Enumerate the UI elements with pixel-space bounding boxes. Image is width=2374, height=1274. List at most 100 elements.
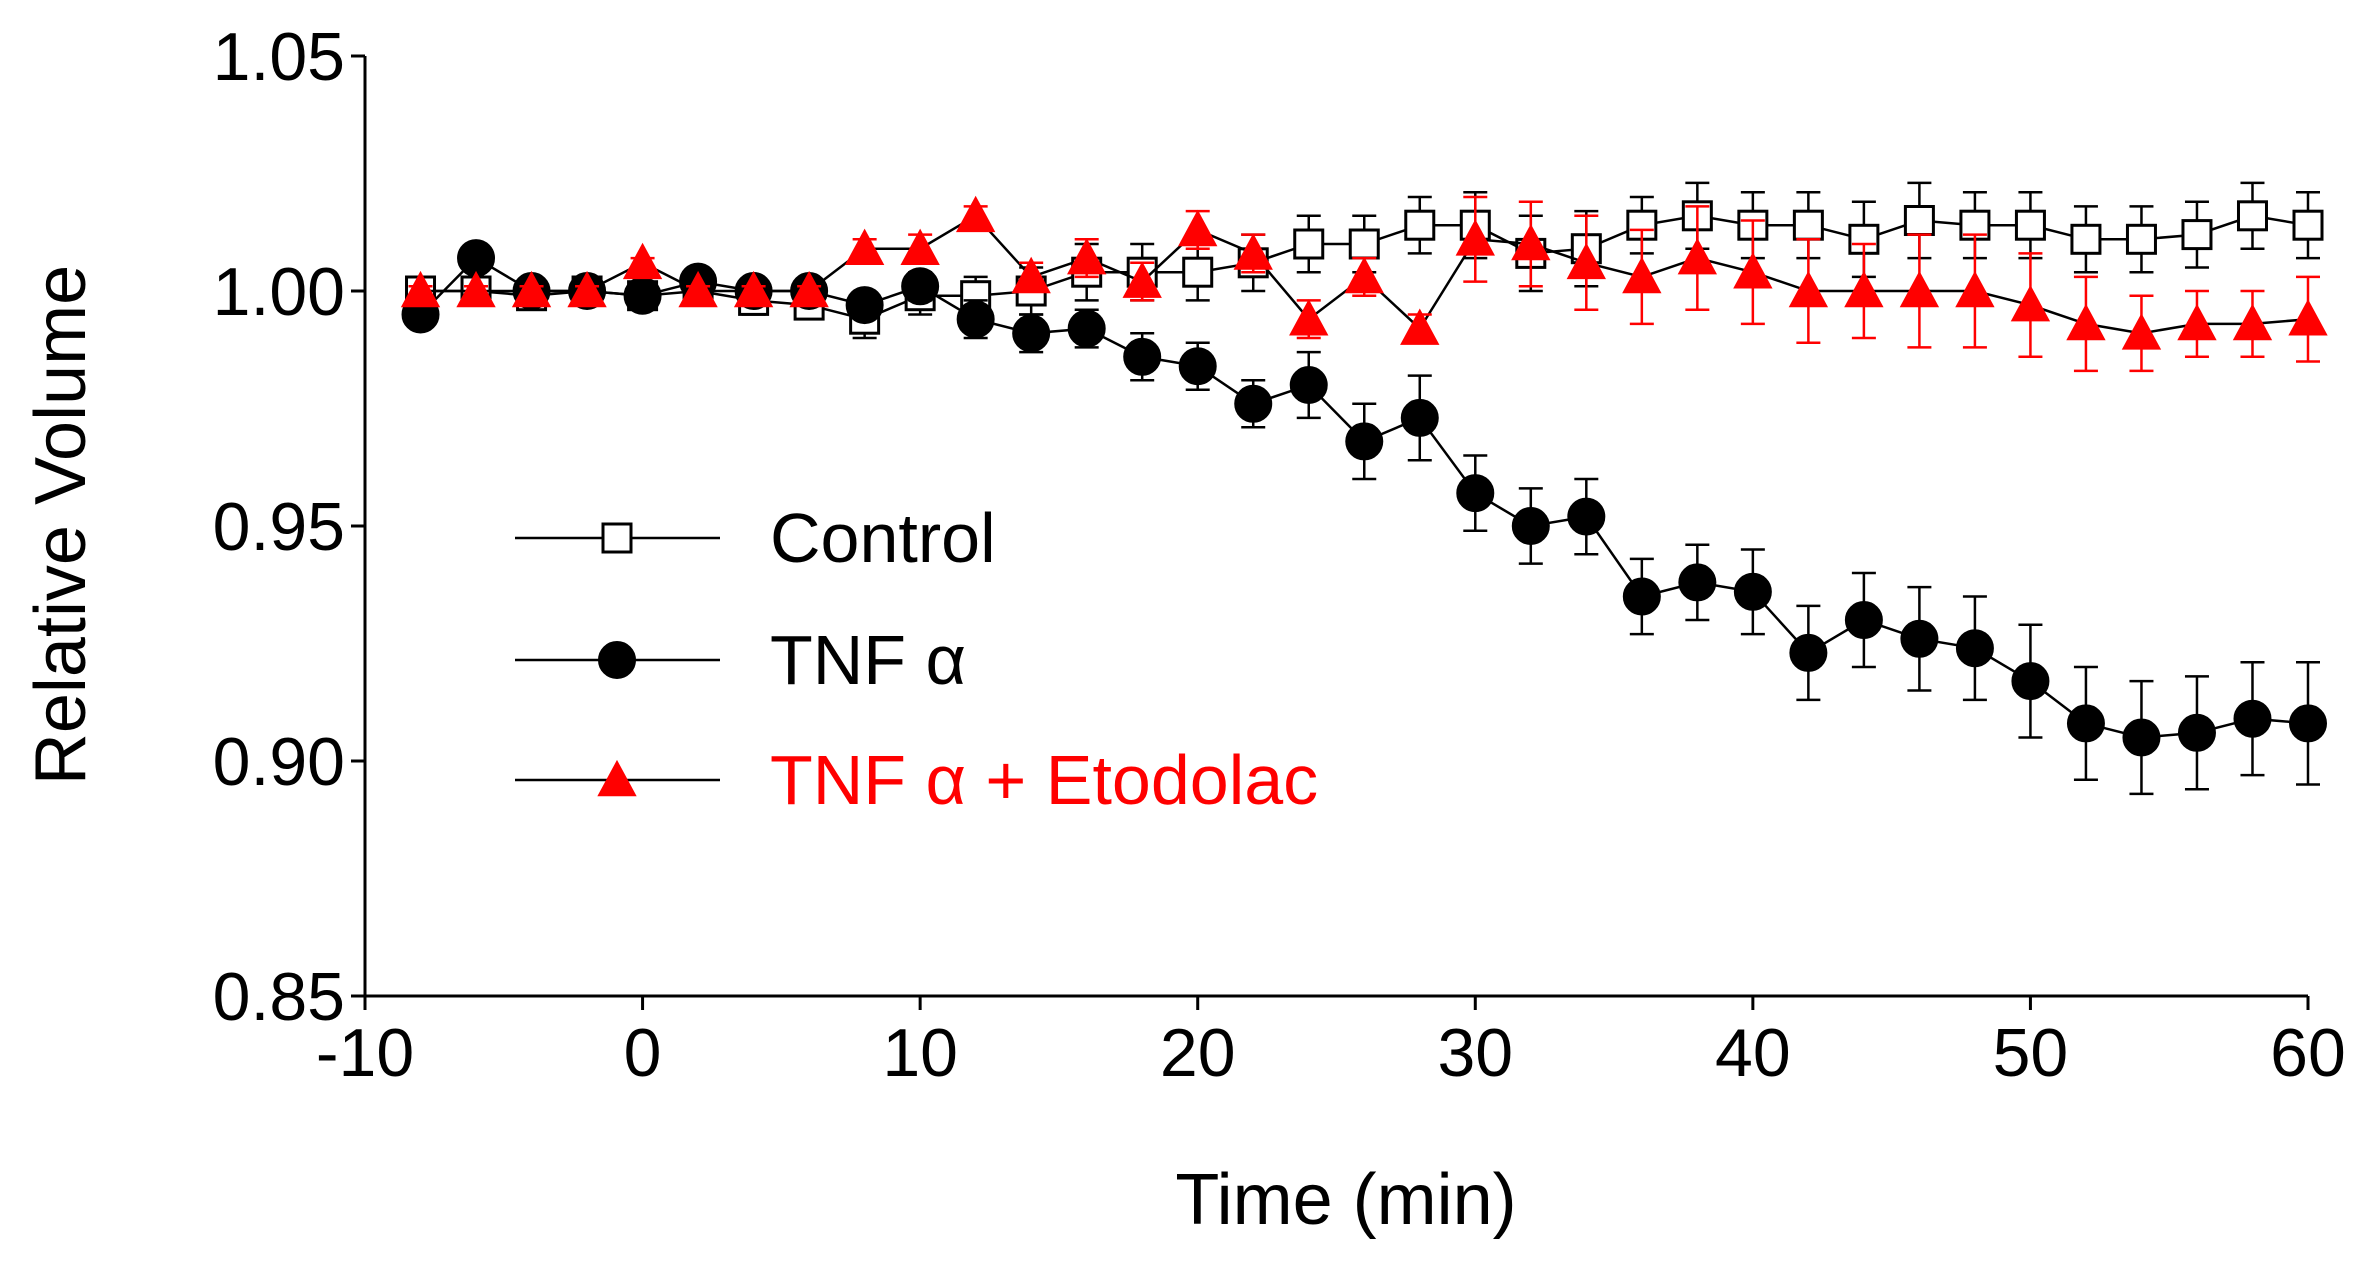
legend-label-tnf-alpha: TNF α xyxy=(770,621,966,699)
marker-tnf-alpha xyxy=(1733,572,1772,611)
marker-tnf-alpha xyxy=(1955,629,1994,668)
marker-tnf-alpha-etodolac xyxy=(789,270,829,308)
x-tick-label: 40 xyxy=(1715,1015,1791,1091)
marker-tnf-alpha-etodolac xyxy=(1289,299,1329,336)
marker-control xyxy=(2070,223,2102,255)
marker-control xyxy=(601,522,633,554)
marker-tnf-alpha-etodolac xyxy=(456,270,496,308)
marker-control xyxy=(2181,219,2213,251)
marker-tnf-alpha xyxy=(1622,577,1661,616)
marker-tnf-alpha-etodolac xyxy=(1622,256,1662,294)
marker-tnf-alpha xyxy=(1400,398,1439,437)
x-tick-label: 50 xyxy=(1993,1015,2069,1091)
marker-control xyxy=(2236,200,2268,232)
marker-control xyxy=(1182,256,1214,288)
marker-tnf-alpha xyxy=(845,286,884,325)
marker-tnf-alpha-etodolac xyxy=(622,242,663,280)
marker-tnf-alpha xyxy=(1123,337,1162,376)
marker-tnf-alpha-etodolac xyxy=(1122,261,1162,298)
marker-tnf-alpha xyxy=(1789,633,1828,672)
marker-control xyxy=(1404,209,1436,241)
marker-tnf-alpha-etodolac xyxy=(2288,299,2328,336)
marker-tnf-alpha xyxy=(2233,699,2272,738)
marker-tnf-alpha xyxy=(1234,384,1273,423)
marker-tnf-alpha-etodolac xyxy=(733,270,774,308)
marker-tnf-alpha xyxy=(1678,563,1717,602)
marker-tnf-alpha xyxy=(2122,718,2161,757)
marker-tnf-alpha-etodolac xyxy=(2066,303,2106,341)
marker-tnf-alpha-etodolac xyxy=(567,270,607,308)
marker-control xyxy=(2125,223,2157,255)
marker-tnf-alpha xyxy=(1511,507,1550,545)
marker-tnf-alpha xyxy=(901,267,940,306)
marker-tnf-alpha-etodolac xyxy=(900,228,940,265)
marker-tnf-alpha-etodolac xyxy=(844,228,885,265)
marker-tnf-alpha-etodolac xyxy=(511,270,552,308)
marker-tnf-alpha xyxy=(1844,601,1883,639)
x-tick-label: -10 xyxy=(316,1015,414,1091)
marker-tnf-alpha xyxy=(2011,662,2050,701)
marker-tnf-alpha xyxy=(1178,347,1217,386)
marker-tnf-alpha-etodolac xyxy=(1455,219,1495,256)
marker-tnf-alpha xyxy=(1012,314,1051,353)
y-tick-label: 0.90 xyxy=(213,724,345,800)
marker-tnf-alpha-etodolac xyxy=(955,195,996,233)
marker-control xyxy=(1348,228,1380,260)
marker-control xyxy=(1792,209,1824,241)
legend: Control TNF α TNF α + Etodolac xyxy=(515,499,1318,819)
series-layer xyxy=(400,181,2328,796)
marker-tnf-alpha xyxy=(1456,474,1495,513)
legend-label-tnf-alpha-etodolac: TNF α + Etodolac xyxy=(770,741,1318,819)
x-tick-label: 30 xyxy=(1437,1015,1513,1091)
y-axis-label: Relative Volume xyxy=(21,265,101,785)
marker-tnf-alpha-etodolac xyxy=(1400,308,1440,345)
y-tick-label: 1.05 xyxy=(213,19,345,95)
marker-tnf-alpha-etodolac xyxy=(1899,270,1940,308)
marker-tnf-alpha-etodolac xyxy=(1511,223,1551,261)
y-tick-label: 1.00 xyxy=(213,254,345,330)
legend-item-tnf-alpha-etodolac: TNF α + Etodolac xyxy=(515,741,1318,819)
marker-tnf-alpha xyxy=(2289,704,2327,743)
x-tick-label: 60 xyxy=(2270,1015,2346,1091)
y-tick-label: 0.95 xyxy=(213,489,345,565)
marker-tnf-alpha-etodolac xyxy=(1955,270,1995,308)
marker-tnf-alpha xyxy=(1567,497,1606,536)
x-tick-label: 0 xyxy=(624,1015,662,1091)
series-tnf-alpha xyxy=(401,239,2327,796)
marker-tnf-alpha xyxy=(457,239,496,278)
marker-tnf-alpha-etodolac xyxy=(1844,270,1884,308)
legend-item-control: Control xyxy=(515,499,996,577)
marker-tnf-alpha-etodolac xyxy=(1677,237,1718,275)
marker-tnf-alpha-etodolac xyxy=(1067,237,1107,275)
marker-tnf-alpha-etodolac xyxy=(2232,303,2273,341)
marker-tnf-alpha-etodolac xyxy=(1788,270,1829,308)
marker-tnf-alpha-etodolac xyxy=(400,270,441,308)
marker-tnf-alpha xyxy=(2066,704,2105,743)
x-axis-label: Time (min) xyxy=(1175,1160,1516,1240)
marker-tnf-alpha xyxy=(1067,309,1106,348)
marker-tnf-alpha-etodolac xyxy=(2010,284,2051,322)
marker-tnf-alpha-etodolac xyxy=(1178,209,1218,247)
series-tnf-alpha-etodolac xyxy=(400,195,2328,373)
marker-tnf-alpha-etodolac xyxy=(2121,313,2162,350)
axes: -10 0 10 20 30 40 50 60 0.85 0.90 0.95 1.00 1.05 xyxy=(213,19,2346,1091)
legend-item-tnf-alpha: TNF α xyxy=(515,621,966,699)
marker-tnf-alpha xyxy=(956,300,995,339)
x-tick-label: 20 xyxy=(1160,1015,1236,1091)
marker-tnf-alpha-etodolac xyxy=(597,759,637,797)
marker-tnf-alpha xyxy=(598,641,636,679)
marker-control xyxy=(2292,209,2324,241)
x-tick-label: 10 xyxy=(882,1015,958,1091)
marker-tnf-alpha xyxy=(1900,619,1939,658)
marker-tnf-alpha-etodolac xyxy=(1344,256,1384,294)
y-tick-label: 0.85 xyxy=(213,959,345,1035)
marker-tnf-alpha xyxy=(1289,366,1328,404)
marker-tnf-alpha xyxy=(2177,713,2216,752)
marker-tnf-alpha-etodolac xyxy=(1233,233,1273,270)
marker-tnf-alpha-etodolac xyxy=(678,270,718,308)
marker-tnf-alpha xyxy=(1345,422,1384,461)
marker-control xyxy=(1293,228,1325,260)
marker-tnf-alpha xyxy=(623,276,662,315)
marker-tnf-alpha-etodolac xyxy=(1733,252,1773,289)
